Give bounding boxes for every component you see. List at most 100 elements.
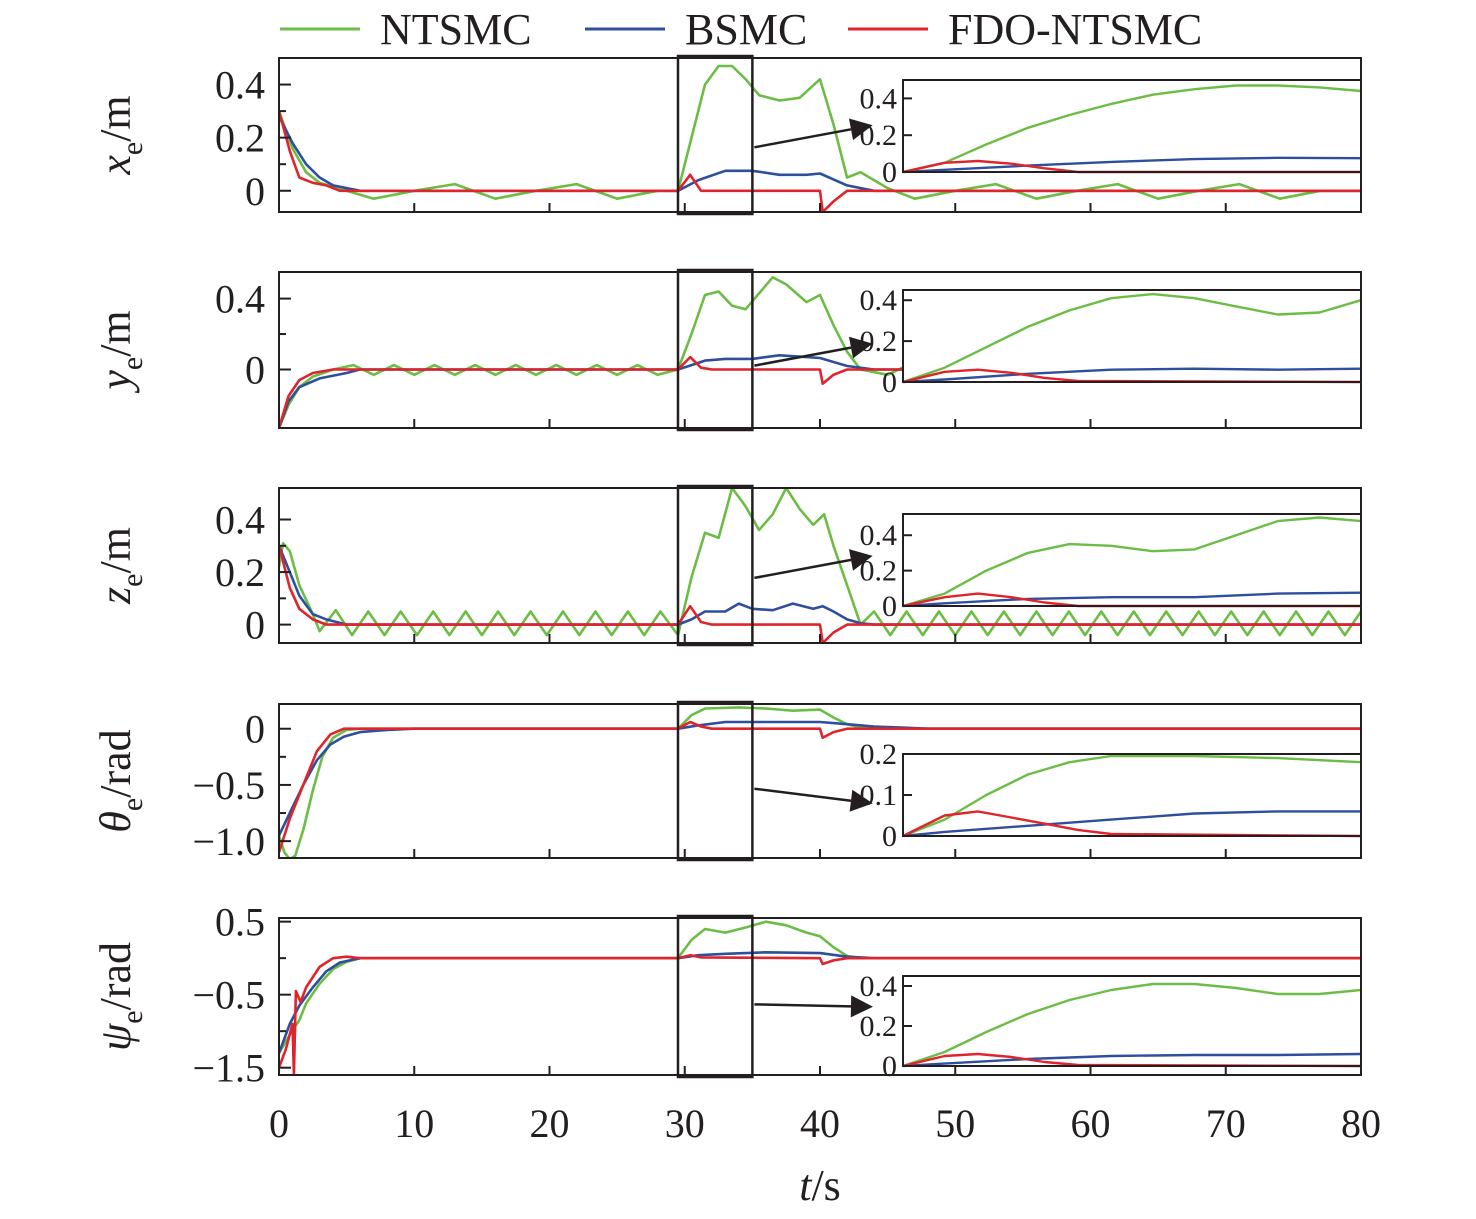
zoom-arrow-line-psi <box>754 1003 852 1008</box>
y-axis-label-unit-theta: /rad <box>91 729 140 797</box>
inset-series-theta-ntsmc <box>903 754 1361 838</box>
y-axis-label-sub-psi: e <box>116 1010 149 1023</box>
series-x-ntsmc <box>279 64 1361 200</box>
y-axis-label-psi: ψe/rad <box>91 942 149 1051</box>
zoom-arrow-head-theta <box>849 789 873 812</box>
y-tick-label-z-2: 0.4 <box>215 498 265 543</box>
y-tick-label-x-2: 0.4 <box>215 63 265 108</box>
y-tick-label-psi-2: 0.5 <box>215 900 265 945</box>
inset-series-z-bsmc <box>903 591 1361 608</box>
y-tick-label-x-1: 0.2 <box>215 116 265 161</box>
legend: NTSMC BSMC FDO-NTSMC <box>280 5 1202 54</box>
inset-y-tick-label-x-2: 0.4 <box>860 82 898 115</box>
zoom-window-z <box>676 484 754 647</box>
inset-y-tick-label-psi-0: 0 <box>882 1050 897 1083</box>
series-theta-ntsmc <box>279 706 1361 858</box>
zoom-arrow-head-psi <box>850 995 873 1018</box>
x-tick-label-40: 40 <box>800 1101 840 1146</box>
inset-series-theta-fdo-ntsmc <box>903 810 1361 838</box>
zoom-arrow-line-y <box>754 346 852 367</box>
zoom-arrow-head-x <box>848 118 873 141</box>
inset-frame-x <box>902 79 1362 173</box>
y-tick-label-psi-1: −0.5 <box>192 973 265 1018</box>
y-tick-label-x-0: 0 <box>245 169 265 214</box>
inset-series-x-bsmc <box>903 156 1361 174</box>
series-y-fdo-ntsmc <box>279 355 1361 428</box>
inset-frame-psi <box>902 975 1362 1067</box>
y-tick-label-y-0: 0 <box>245 348 265 393</box>
y-axis-label-x: xe/m <box>91 95 149 175</box>
inset-psi: 0 0.2 0.4 <box>860 970 1362 1083</box>
panel-z: 00.20.400.20.4ze/m <box>91 484 1362 648</box>
y-axis-label-sub-x: e <box>116 142 149 155</box>
series-psi-fdo-ntsmc <box>279 953 1361 1075</box>
y-axis-label-var-theta: θ <box>91 811 140 833</box>
inset-x: 00.20.4 <box>860 79 1362 189</box>
x-tick-label-0: 0 <box>269 1101 289 1146</box>
inset-series-psi-bsmc <box>903 1052 1361 1068</box>
zoom-arrow-line-theta <box>754 787 852 802</box>
inset-y-tick-label-y-2: 0.4 <box>860 284 898 317</box>
zoom-arrow-line-z <box>754 558 852 580</box>
y-axis-label-var-z: z <box>91 587 140 605</box>
zoom-window-theta <box>676 700 754 862</box>
y-axis-label-unit-x: /m <box>91 95 140 141</box>
inset-y-tick-label-psi-1: 0.2 <box>860 1010 898 1043</box>
inset-y-tick-label-z-2: 0.4 <box>860 519 898 552</box>
inset-series-x-ntsmc <box>903 84 1361 174</box>
panel-psi: −1.5 −0.5 0.5 0 0.2 0.4 ψe/rad <box>91 900 1362 1091</box>
x-axis-label-var: t <box>799 1161 813 1210</box>
inset-y-tick-label-theta-2: 0.2 <box>860 738 898 771</box>
y-axis-label-unit-psi: /rad <box>91 942 140 1010</box>
y-tick-label-z-0: 0 <box>245 603 265 648</box>
y-axis-label-unit-y: /m <box>91 310 140 356</box>
x-tick-label-60: 60 <box>1071 1101 1111 1146</box>
inset-y: 00.20.4 <box>860 284 1362 399</box>
inset-series-y-ntsmc <box>903 292 1361 384</box>
zoom-window-y <box>676 268 754 432</box>
inset-series-theta-bsmc <box>903 810 1361 838</box>
series-z-bsmc <box>279 545 1361 626</box>
zoom-arrow-head-z <box>848 549 873 571</box>
y-tick-label-z-1: 0.2 <box>215 550 265 595</box>
zoom-arrow-line-x <box>754 128 852 149</box>
y-axis-label-sub-y: e <box>116 357 149 370</box>
series-x-fdo-ntsmc <box>279 110 1361 212</box>
y-tick-label-psi-0: −1.5 <box>192 1046 265 1091</box>
inset-frame-z <box>902 513 1362 607</box>
inset-y-tick-label-psi-2: 0.4 <box>860 970 898 1003</box>
inset-y-tick-label-theta-1: 0.1 <box>860 779 898 812</box>
inset-y-tick-label-z-0: 0 <box>882 590 897 623</box>
series-psi-ntsmc <box>279 920 1361 1054</box>
inset-series-z-ntsmc <box>903 516 1361 608</box>
y-tick-label-theta-1: −0.5 <box>192 763 265 808</box>
inset-series-psi-ntsmc <box>903 982 1361 1068</box>
series-z-fdo-ntsmc <box>279 545 1361 643</box>
inset-y-tick-label-x-0: 0 <box>882 156 897 189</box>
legend-label-bsmc: BSMC <box>685 5 807 54</box>
series-y-bsmc <box>279 354 1361 428</box>
zoom-arrow-head-y <box>848 336 873 359</box>
y-axis-label-theta: θe/rad <box>91 729 149 832</box>
y-axis-label-var-psi: ψ <box>91 1023 140 1051</box>
inset-y-tick-label-theta-0: 0 <box>882 820 897 853</box>
y-axis-label-y: ye/m <box>91 310 149 393</box>
x-tick-label-10: 10 <box>394 1101 434 1146</box>
panel-theta: −1.0 −0.5 0 0 0.1 0.2 θe/rad <box>91 700 1362 864</box>
x-tick-label-20: 20 <box>530 1101 570 1146</box>
series-x-bsmc <box>279 115 1361 193</box>
series-theta-fdo-ntsmc <box>279 720 1361 853</box>
inset-theta: 0 0.1 0.2 <box>860 738 1362 853</box>
zoom-window-psi <box>676 914 754 1079</box>
series-z-ntsmc <box>279 488 1361 637</box>
x-tick-label-80: 80 <box>1341 1101 1381 1146</box>
x-tick-label-50: 50 <box>935 1101 975 1146</box>
x-axis-label-unit: /s <box>811 1161 840 1210</box>
zoom-window-x <box>676 54 754 216</box>
x-axis-label: t/s <box>799 1161 841 1210</box>
inset-series-y-bsmc <box>903 367 1361 384</box>
inset-frame-y <box>902 289 1362 383</box>
y-tick-label-y-1: 0.4 <box>215 277 265 322</box>
legend-label-fdo-ntsmc: FDO-NTSMC <box>948 5 1202 54</box>
